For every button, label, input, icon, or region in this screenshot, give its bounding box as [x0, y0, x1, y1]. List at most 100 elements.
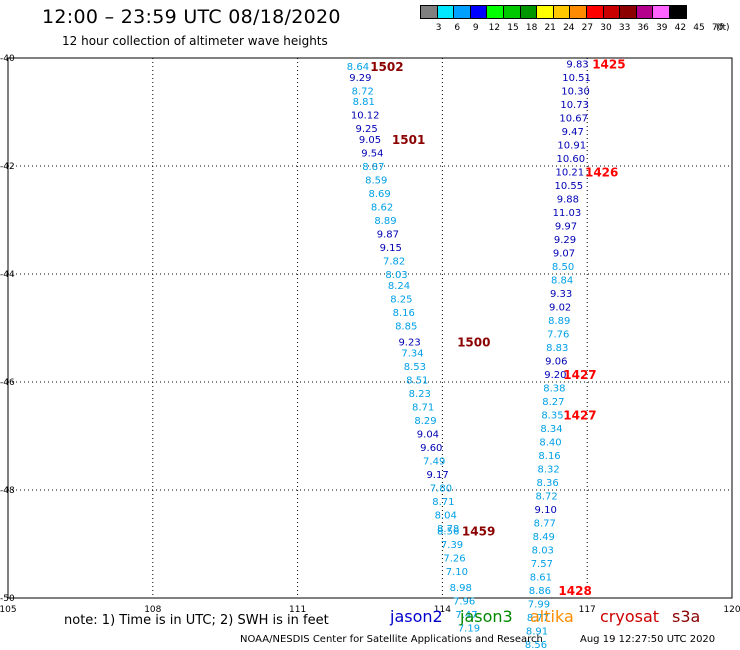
swh-value-west: 9.29: [349, 73, 371, 84]
swh-value-west: 9.25: [355, 124, 377, 135]
lon-tick-label: 105: [0, 605, 17, 615]
swh-value-east: 8.77: [527, 613, 549, 624]
swh-value-east: 8.32: [537, 464, 559, 475]
swh-value-east: 8.36: [536, 478, 558, 489]
swh-value-east: 8.91: [526, 626, 548, 637]
generation-timestamp: Aug 19 12:27:50 UTC 2020: [580, 634, 716, 645]
swh-value-east: 8.84: [551, 275, 573, 286]
swh-value-east: 10.21: [556, 167, 585, 178]
swh-value-east: 8.16: [538, 451, 560, 462]
swh-value-west: 9.05: [359, 135, 381, 146]
lon-tick-label: 111: [289, 605, 306, 615]
swh-value-east: 8.61: [530, 572, 552, 583]
lat-tick-label: -48: [0, 486, 15, 496]
swh-value-west: 7.34: [401, 348, 423, 359]
swh-value-west: 8.69: [369, 189, 391, 200]
swh-value-west: 8.87: [362, 162, 384, 173]
legend-unit: (ft): [716, 23, 730, 33]
legend-tick-label: 36: [637, 23, 649, 33]
lon-tick-label: 120: [723, 605, 740, 615]
swh-value-west: 7.39: [441, 540, 463, 551]
legend-tick-label: 21: [544, 23, 556, 33]
pass-time-label: 1427: [563, 408, 596, 422]
swh-value-east: 10.60: [556, 154, 585, 165]
lat-tick-label: -46: [0, 378, 15, 388]
chart-subtitle: 12 hour collection of altimeter wave hei…: [62, 34, 328, 48]
legend-s3a: s3a: [672, 607, 701, 626]
swh-value-west: 9.87: [377, 230, 399, 241]
swh-value-west: 8.98: [450, 583, 472, 594]
footnote: note: 1) Time is in UTC; 2) SWH is in fe…: [64, 613, 329, 628]
swh-value-east: 8.56: [525, 640, 547, 650]
lat-tick-label: -40: [0, 54, 15, 64]
swh-value-east: 8.03: [532, 545, 554, 556]
pass-time-label: 1425: [592, 57, 625, 71]
swh-value-west: 8.85: [395, 321, 417, 332]
legend-tick-label: 70: [711, 23, 724, 33]
swh-value-west: 9.60: [420, 443, 442, 454]
pass-time-label: 1501: [392, 133, 425, 147]
swh-value-west: 8.71: [432, 497, 454, 508]
pass-time-label: 1426: [585, 165, 618, 179]
legend-cryosat: cryosat: [600, 607, 660, 626]
swh-value-west: 8.24: [388, 281, 410, 292]
swh-value-west: 8.29: [414, 416, 436, 427]
legend-jason2: jason2: [390, 607, 443, 626]
legend-tick-label: 6: [454, 23, 461, 33]
swh-value-west: 8.59: [365, 176, 387, 187]
swh-value-east: 10.73: [560, 100, 589, 111]
credit-line: NOAA/NESDIS Center for Satellite Applica…: [240, 634, 543, 645]
swh-value-west: 7.19: [458, 624, 480, 635]
swh-value-east: 9.88: [557, 194, 579, 205]
swh-value-east: 10.67: [559, 113, 588, 124]
swh-value-east: 9.02: [549, 302, 571, 313]
swh-value-east: 8.50: [552, 262, 574, 273]
legend-tick-label: 39: [656, 23, 668, 33]
swh-value-east: 8.72: [536, 491, 558, 502]
swh-value-east: 9.06: [545, 356, 567, 367]
legend-tick-label: 15: [507, 23, 519, 33]
swh-value-west: 8.25: [390, 294, 412, 305]
swh-value-east: 8.89: [548, 316, 570, 327]
pass-time-label: 1500: [457, 336, 490, 350]
swh-value-west: 8.62: [371, 203, 393, 214]
swh-value-west: 7.96: [453, 597, 475, 608]
swh-value-west: 9.54: [361, 149, 383, 160]
swh-value-east: 9.97: [555, 221, 577, 232]
color-legend-labels: 3 6 9 12 15 18 21 24 27 30 33 36 39 42 45 70: [421, 23, 724, 35]
legend-jason3: jason3: [460, 607, 513, 626]
swh-value-west: 8.03: [385, 270, 407, 281]
lat-tick-label: -44: [0, 270, 15, 280]
map-frame: [7, 57, 733, 599]
swh-value-west: 8.89: [374, 216, 396, 227]
pass-time-label: 1427: [563, 368, 596, 382]
legend-tick-label: 9: [472, 23, 479, 33]
swh-value-east: 10.55: [555, 181, 584, 192]
swh-value-east: 10.91: [557, 140, 586, 151]
swh-value-west: 8.78: [437, 524, 459, 535]
swh-value-east: 8.77: [534, 518, 556, 529]
swh-value-east: 7.99: [528, 599, 550, 610]
swh-value-west: 10.12: [351, 111, 380, 122]
pass-time-label: 1428: [558, 584, 591, 598]
lon-tick-label: 114: [434, 605, 451, 615]
lon-tick-label: 117: [579, 605, 596, 615]
chart-title: 12:00 – 23:59 UTC 08/18/2020: [42, 6, 341, 28]
swh-value-east: 9.47: [562, 127, 584, 138]
legend-tick-label: 3: [435, 23, 442, 33]
swh-value-east: 9.33: [550, 289, 572, 300]
swh-value-west: 8.64: [347, 62, 369, 73]
swh-value-east: 8.49: [533, 532, 555, 543]
legend-altika: altika: [530, 607, 574, 626]
swh-value-east: 8.86: [529, 586, 551, 597]
swh-value-west: 8.04: [435, 510, 457, 521]
swh-value-west: 7.26: [443, 554, 465, 565]
swh-value-east: 8.38: [543, 383, 565, 394]
swh-value-west: 8.81: [353, 97, 375, 108]
swh-value-west: 7.80: [430, 483, 452, 494]
swh-value-west: 8.56: [437, 527, 459, 538]
swh-value-east: 9.20: [544, 370, 566, 381]
swh-value-west: 7.82: [383, 257, 405, 268]
legend-tick-label: 12: [488, 23, 501, 33]
